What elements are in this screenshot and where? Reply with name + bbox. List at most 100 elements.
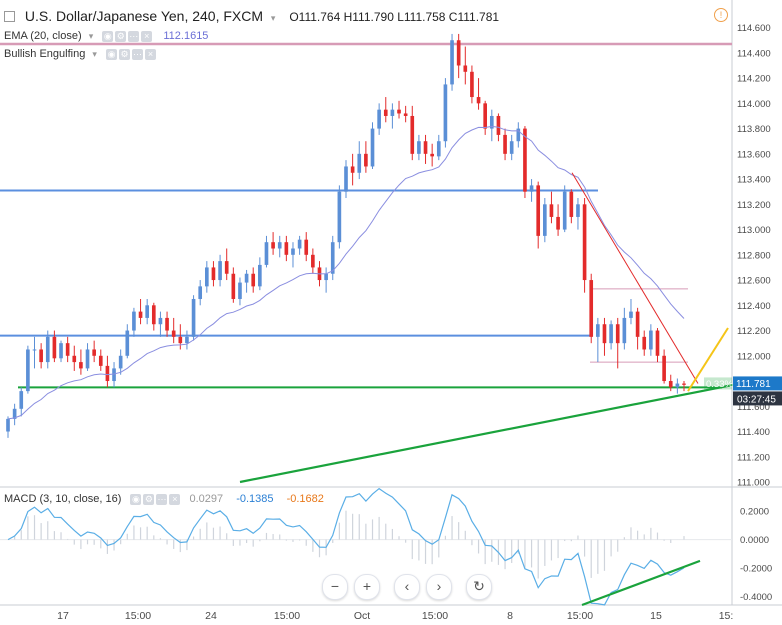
candle[interactable] <box>529 185 534 192</box>
candle[interactable] <box>178 336 183 344</box>
candle[interactable] <box>138 311 143 318</box>
trendline-yellow[interactable] <box>687 327 729 392</box>
candle[interactable] <box>675 383 680 388</box>
scroll-left-button[interactable]: ‹ <box>394 574 420 600</box>
candle[interactable] <box>191 298 196 337</box>
scroll-right-button[interactable]: › <box>426 574 452 600</box>
close-icon[interactable]: × <box>169 493 181 505</box>
candle[interactable] <box>615 324 620 344</box>
candle[interactable] <box>165 317 169 331</box>
candle[interactable] <box>344 166 348 192</box>
candle[interactable] <box>609 324 613 344</box>
candle[interactable] <box>291 248 295 255</box>
candle[interactable] <box>297 239 302 249</box>
candle[interactable] <box>112 368 116 382</box>
candle[interactable] <box>118 355 123 369</box>
candle[interactable] <box>390 109 395 116</box>
trendline-red-resistance[interactable] <box>571 172 699 384</box>
more-icon[interactable]: ⋯ <box>156 493 168 505</box>
candle[interactable] <box>622 317 627 344</box>
candle[interactable] <box>264 242 269 265</box>
candle[interactable] <box>304 239 309 255</box>
candle[interactable] <box>231 273 236 299</box>
chevron-down-icon[interactable]: ▾ <box>88 31 94 41</box>
candle[interactable] <box>39 349 43 363</box>
more-icon[interactable]: ⋯ <box>132 48 143 60</box>
candle[interactable] <box>324 273 328 281</box>
candle[interactable] <box>456 40 461 66</box>
candle[interactable] <box>65 343 70 356</box>
candle[interactable] <box>185 336 189 344</box>
candle[interactable] <box>224 261 229 274</box>
clock-alert-icon[interactable]: ! <box>714 8 728 22</box>
candle[interactable] <box>582 204 587 281</box>
candle[interactable] <box>483 103 487 129</box>
candle[interactable] <box>45 336 50 363</box>
candle[interactable] <box>436 141 441 157</box>
macd-divergence-trendline[interactable] <box>581 559 701 607</box>
candle[interactable] <box>596 324 600 337</box>
reset-chart-button[interactable]: ↻ <box>466 574 492 600</box>
candle[interactable] <box>52 336 57 359</box>
symbol-title[interactable]: U.S. Dollar/Japanese Yen, 240, FXCM <box>24 8 264 24</box>
candle[interactable] <box>443 84 448 142</box>
candle[interactable] <box>423 141 428 154</box>
chevron-down-icon[interactable]: ▾ <box>270 13 276 23</box>
candle[interactable] <box>125 330 130 356</box>
candle[interactable] <box>589 280 594 337</box>
candle[interactable] <box>238 282 242 299</box>
candle[interactable] <box>218 261 222 281</box>
candle[interactable] <box>649 330 653 350</box>
candle[interactable] <box>383 109 388 116</box>
candle[interactable] <box>682 383 686 385</box>
candle[interactable] <box>543 204 547 236</box>
candle[interactable] <box>284 242 289 255</box>
settings-icon[interactable]: ⚙ <box>115 30 127 42</box>
macd-line[interactable] <box>7 487 685 606</box>
candle[interactable] <box>32 349 37 351</box>
candle[interactable] <box>450 40 454 85</box>
candle[interactable] <box>370 128 375 167</box>
candle[interactable] <box>6 418 10 432</box>
candle[interactable] <box>668 381 673 388</box>
candle[interactable] <box>251 273 256 287</box>
settings-icon[interactable]: ⚙ <box>143 493 155 505</box>
candle[interactable] <box>151 305 156 325</box>
more-icon[interactable]: ⋯ <box>128 30 140 42</box>
candle[interactable] <box>576 204 580 217</box>
candle[interactable] <box>536 185 541 236</box>
candle[interactable] <box>476 97 481 104</box>
candle[interactable] <box>569 191 574 217</box>
candle[interactable] <box>655 330 660 356</box>
settings-icon[interactable]: ⚙ <box>119 48 130 60</box>
candle[interactable] <box>463 65 468 72</box>
candle[interactable] <box>211 267 216 281</box>
zoom-out-button[interactable]: − <box>322 574 348 600</box>
candle[interactable] <box>12 408 17 419</box>
candle[interactable] <box>562 191 567 230</box>
close-icon[interactable]: × <box>145 48 156 60</box>
candle[interactable] <box>523 128 527 192</box>
candle[interactable] <box>397 109 401 114</box>
candle[interactable] <box>145 305 149 318</box>
candle[interactable] <box>92 349 96 356</box>
candle[interactable] <box>330 242 335 274</box>
candle[interactable] <box>277 242 282 249</box>
candle[interactable] <box>244 273 249 283</box>
candle[interactable] <box>350 166 355 173</box>
ema-line[interactable] <box>7 125 685 420</box>
visibility-icon[interactable]: ◉ <box>102 30 114 42</box>
candle[interactable] <box>59 343 63 359</box>
candle[interactable] <box>198 286 203 299</box>
chevron-down-icon[interactable]: ▾ <box>92 49 97 59</box>
candle[interactable] <box>470 71 474 98</box>
candle[interactable] <box>662 355 666 382</box>
candle[interactable] <box>258 264 262 287</box>
bullish-label[interactable]: Bullish Engulfing <box>4 48 86 60</box>
candle[interactable] <box>403 113 408 116</box>
collapse-square-icon[interactable] <box>4 10 15 22</box>
candle[interactable] <box>549 204 554 217</box>
visibility-icon[interactable]: ◉ <box>130 493 142 505</box>
candle[interactable] <box>377 109 381 129</box>
